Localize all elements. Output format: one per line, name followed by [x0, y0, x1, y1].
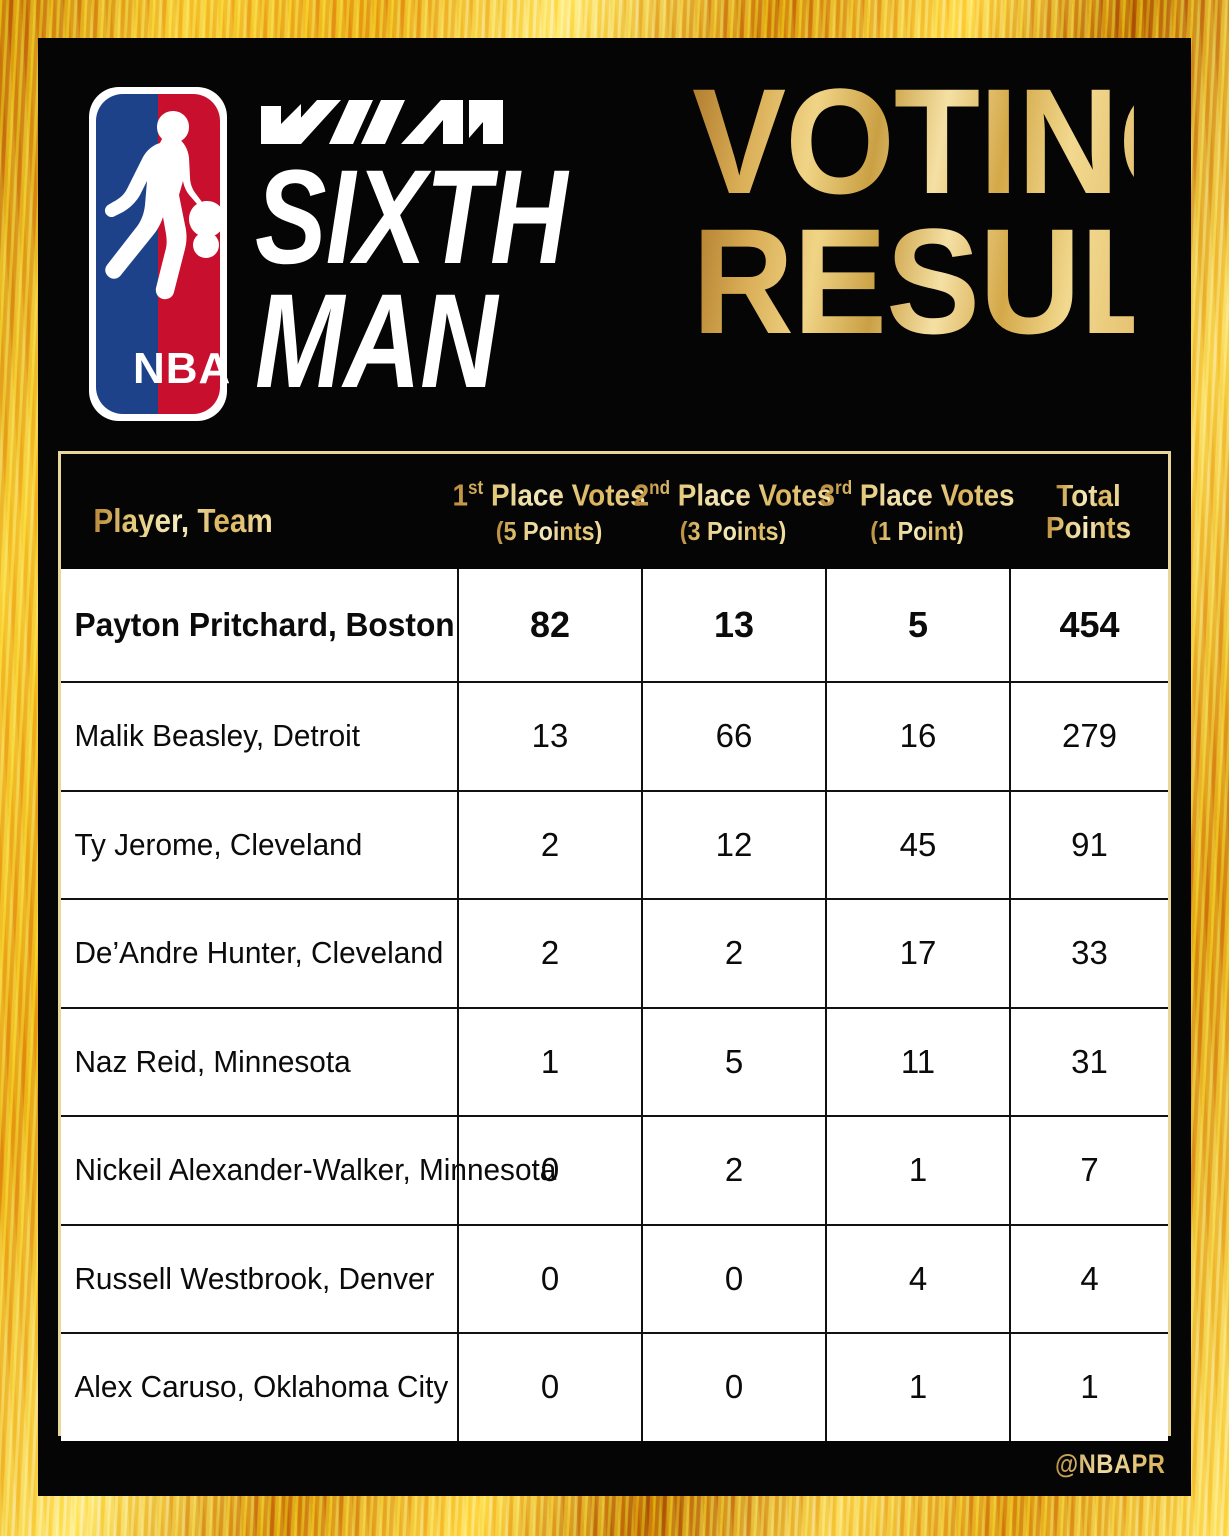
cell-second-votes: 2	[641, 1117, 825, 1224]
column-header-first-place-votes: 1st Place Votes (5 Points)	[452, 477, 646, 546]
cell-first-votes: 13	[457, 683, 641, 790]
kia-logo-icon	[257, 86, 507, 162]
award-name-line1: SIXTH	[255, 143, 567, 292]
cell-third-votes: 11	[825, 1008, 1009, 1115]
cell-second-votes: 12	[641, 791, 825, 898]
cell-third-votes: 1	[825, 1117, 1009, 1224]
column-header-player: Player, Team	[93, 501, 273, 539]
header: NBA	[38, 38, 1229, 421]
voting-results-table: Player, Team 1st Place Votes (5 Points) …	[58, 451, 1171, 1441]
cell-player-name: Alex Caruso, Oklahoma City	[74, 1369, 449, 1405]
cell-second-votes: 2	[641, 900, 825, 1007]
cell-total-votes: 1	[1009, 1334, 1168, 1441]
cell-total-votes: 33	[1009, 900, 1168, 1007]
column-header-second-main: 2nd Place Votes	[633, 477, 833, 513]
cell-third-votes: 1	[825, 1334, 1009, 1441]
ordinal-suffix-3: rd	[835, 477, 853, 499]
column-header-total-points: Total Points	[1045, 477, 1132, 545]
cell-first-votes: 1	[457, 1008, 641, 1115]
column-header-second-place-votes: 2nd Place Votes (3 Points)	[633, 477, 833, 546]
ordinal-suffix-1: st	[468, 477, 484, 499]
award-name-line2: MAN	[255, 267, 498, 416]
cell-player-name: Malik Beasley, Detroit	[74, 718, 361, 754]
column-header-label: Place Votes	[852, 477, 1015, 513]
kia-sixth-man-lockup: SIXTH MAN	[251, 83, 567, 423]
table-row: Ty Jerome, Cleveland 2 12 45 91	[61, 789, 1168, 898]
cell-third-votes: 45	[825, 791, 1009, 898]
social-handle: @NBAPR	[1054, 1449, 1165, 1479]
cell-total-votes: 31	[1009, 1008, 1168, 1115]
cell-first-votes: 0	[457, 1334, 641, 1441]
cell-total-votes: 279	[1009, 683, 1168, 790]
column-header-first-main: 1st Place Votes	[452, 477, 646, 513]
cell-third-votes: 5	[825, 569, 1009, 681]
cell-player-name: Russell Westbrook, Denver	[74, 1260, 435, 1296]
ordinal-suffix-2: nd	[649, 477, 671, 499]
cell-second-votes: 0	[641, 1225, 825, 1332]
cell-player-name: Naz Reid, Minnesota	[74, 1043, 351, 1079]
cell-player-name: Payton Pritchard, Boston	[74, 606, 455, 643]
cell-first-votes: 82	[457, 569, 641, 681]
cell-second-votes: 0	[641, 1334, 825, 1441]
cell-third-votes: 17	[825, 900, 1009, 1007]
column-header-third-main: 3rd Place Votes	[819, 477, 1015, 513]
cell-player-name: Ty Jerome, Cleveland	[74, 826, 363, 862]
table-row: Naz Reid, Minnesota 1 5 11 31	[61, 1006, 1168, 1115]
cell-second-votes: 66	[641, 683, 825, 790]
svg-text:NBA: NBA	[133, 344, 229, 393]
table-row: Payton Pritchard, Boston 82 13 5 454	[61, 569, 1168, 681]
cell-player-name: Nickeil Alexander-Walker, Minnesota	[74, 1152, 557, 1188]
cell-first-votes: 2	[457, 900, 641, 1007]
cell-second-votes: 13	[641, 569, 825, 681]
table-row: Alex Caruso, Oklahoma City 0 0 1 1	[61, 1332, 1168, 1441]
cell-total-votes: 7	[1009, 1117, 1168, 1224]
table-row: Malik Beasley, Detroit 13 66 16 279	[61, 681, 1168, 790]
cell-first-votes: 0	[457, 1117, 641, 1224]
column-header-label: Place Votes	[670, 477, 833, 513]
cell-total-votes: 91	[1009, 791, 1168, 898]
cell-second-votes: 5	[641, 1008, 825, 1115]
nba-logo-icon: NBA	[87, 85, 229, 423]
table-row: Russell Westbrook, Denver 0 0 4 4	[61, 1223, 1168, 1332]
column-header-label: Place Votes	[483, 477, 646, 513]
column-header-third-place-votes: 3rd Place Votes (1 Point)	[819, 477, 1015, 546]
title-line-voting: VOTING	[692, 57, 1228, 225]
cell-third-votes: 16	[825, 683, 1009, 790]
table-body: Payton Pritchard, Boston 82 13 5 454 Malik Be…	[61, 569, 1168, 1441]
cell-player-name: De’Andre Hunter, Cleveland	[74, 935, 444, 971]
page-title: VOTING RESULTS	[678, 57, 1229, 365]
table-header-row: Player, Team 1st Place Votes (5 Points) …	[61, 454, 1168, 569]
cell-total-votes: 4	[1009, 1225, 1168, 1332]
cell-total-votes: 454	[1009, 569, 1168, 681]
table-row: De’Andre Hunter, Cleveland 2 2 17 33	[61, 898, 1168, 1007]
cell-first-votes: 0	[457, 1225, 641, 1332]
cell-first-votes: 2	[457, 791, 641, 898]
title-line-results: RESULTS	[692, 196, 1229, 365]
cell-third-votes: 4	[825, 1225, 1009, 1332]
content-panel: NBA	[38, 38, 1229, 1496]
table-row: Nickeil Alexander-Walker, Minnesota 0 2 1 7	[61, 1115, 1168, 1224]
